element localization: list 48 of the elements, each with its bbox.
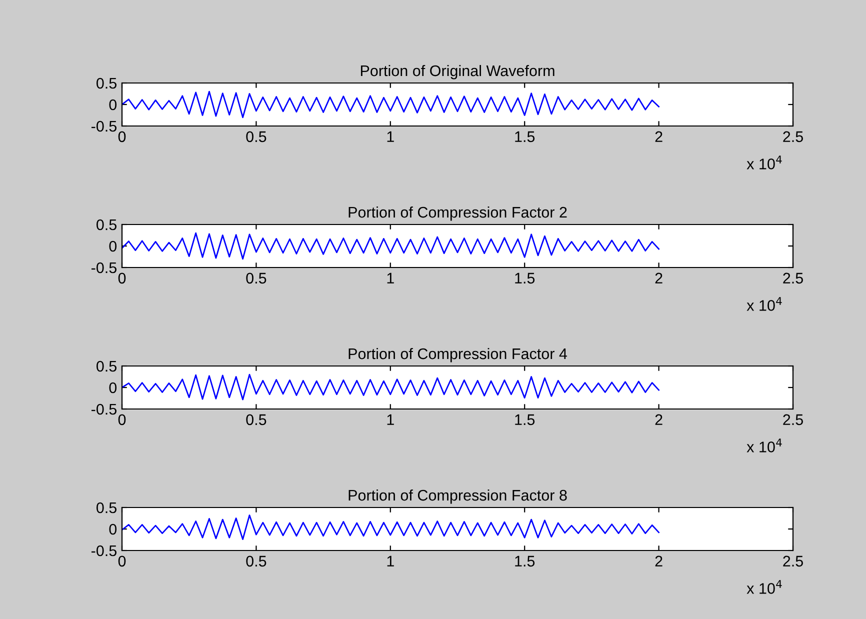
x-tick-label: 0.5 <box>246 131 266 142</box>
x-tick-label: 1.5 <box>515 272 535 284</box>
x-tick-label: 2.5 <box>783 131 803 142</box>
x-tick-label: 1.5 <box>515 131 535 142</box>
y-tick-label: 0 <box>109 382 117 394</box>
x-tick-label: 1 <box>387 272 394 284</box>
x-tick-label: 1 <box>387 556 394 566</box>
line-series <box>122 232 660 260</box>
x-tick-label: 0 <box>118 131 126 142</box>
x-tick-label: 2 <box>655 272 662 284</box>
line-series <box>122 514 660 540</box>
text: x 10$^{4}$ <box>746 438 782 452</box>
y-tick-label: 0.5 <box>96 78 116 89</box>
y-tick-label: -0.5 <box>91 404 116 415</box>
y-tick-label: -0.5 <box>91 545 116 556</box>
x-tick-label: 2.5 <box>783 414 803 426</box>
x-tick-label: 1.5 <box>515 556 535 567</box>
x-tick-label: 1.5 <box>515 414 535 426</box>
chart-title: Portion of Original Waveform <box>360 64 554 80</box>
x-tick-label: 1 <box>387 131 394 142</box>
line-series <box>122 90 660 118</box>
x-tick-label: 0.5 <box>246 556 266 567</box>
x-tick-label: 0 <box>118 556 126 567</box>
chart-title: Portion of Compression Factor 2 <box>348 206 567 221</box>
y-tick-label: 0.5 <box>96 360 116 372</box>
chart-title: Portion of Compression Factor 8 <box>348 489 567 504</box>
x-tick-label: 2 <box>655 556 662 566</box>
x-tick-label: 2.5 <box>783 272 803 284</box>
y-tick-label: 0 <box>109 99 117 110</box>
text: x 10$^{4}$ <box>746 580 782 594</box>
x-tick-label: 0.5 <box>246 414 266 426</box>
y-tick-label: -0.5 <box>91 262 116 274</box>
y-tick-label: -0.5 <box>91 120 116 132</box>
x-tick-label: 2.5 <box>783 556 803 567</box>
line-series <box>122 374 660 400</box>
y-tick-label: 0 <box>109 524 117 535</box>
x-tick-label: 0 <box>118 414 126 426</box>
y-tick-label: 0 <box>109 240 117 252</box>
y-tick-label: 0.5 <box>96 502 116 514</box>
x-tick-label: 0.5 <box>246 272 266 284</box>
x-tick-label: 2 <box>655 414 662 425</box>
x-tick-label: 0 <box>118 272 126 284</box>
x-tick-label: 2 <box>655 131 662 142</box>
text: x 10$^{4}$ <box>746 156 782 170</box>
chart-title: Portion of Compression Factor 4 <box>348 348 568 362</box>
x-tick-label: 1 <box>387 414 394 425</box>
y-tick-label: 0.5 <box>96 219 116 230</box>
text: x 10$^{4}$ <box>746 297 782 311</box>
